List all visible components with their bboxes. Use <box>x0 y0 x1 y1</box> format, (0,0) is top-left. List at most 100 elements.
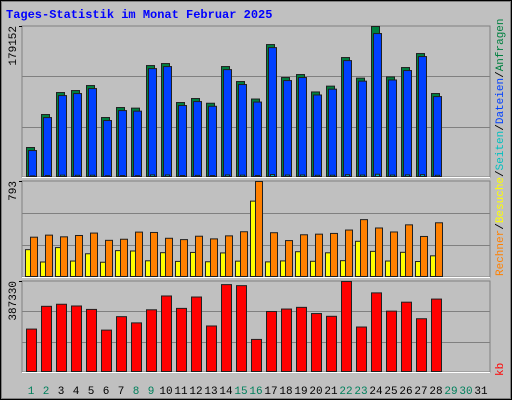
bar <box>341 281 352 372</box>
x-tick-label: 8 <box>133 386 140 398</box>
bar <box>176 307 187 373</box>
bar <box>345 174 350 178</box>
bar <box>105 239 113 278</box>
x-tick-label: 29 <box>444 386 457 398</box>
bar <box>268 47 277 177</box>
x-tick-label: 5 <box>88 386 95 398</box>
bar <box>86 308 97 372</box>
bar <box>281 308 292 373</box>
bar <box>300 234 308 278</box>
chart-title: Tages-Statistik im Monat Februar 2025 <box>6 8 272 22</box>
x-tick-label: 9 <box>148 386 155 398</box>
bar <box>270 232 278 277</box>
x-tick-label: 28 <box>429 386 442 398</box>
x-tick-label: 24 <box>369 386 383 398</box>
bar <box>330 174 335 177</box>
bar <box>405 174 410 177</box>
bar <box>431 298 442 372</box>
x-tick-label: 30 <box>459 386 472 398</box>
bar <box>221 284 232 372</box>
bar <box>165 174 170 177</box>
bar <box>146 309 157 372</box>
bar <box>326 315 337 373</box>
bar <box>101 329 112 373</box>
bar <box>420 235 428 277</box>
bar <box>150 174 155 177</box>
bar <box>311 313 322 372</box>
bar <box>133 110 142 177</box>
bar <box>240 174 245 178</box>
bar <box>251 338 262 372</box>
legend-entry: kb <box>495 363 507 376</box>
bar <box>300 174 305 177</box>
bar <box>345 229 353 278</box>
x-tick-label: 27 <box>414 386 427 398</box>
x-tick-label: 3 <box>58 386 65 398</box>
x-tick-label: 23 <box>354 386 367 398</box>
bar <box>360 174 365 178</box>
bar <box>180 174 185 178</box>
bar <box>150 231 158 278</box>
bar <box>41 305 52 372</box>
x-tick-label: 19 <box>294 386 307 398</box>
legend-entry: Besuche <box>495 177 507 223</box>
bar <box>116 316 127 372</box>
bar <box>120 238 128 277</box>
bar <box>178 105 187 177</box>
bar <box>358 80 367 177</box>
bar <box>390 231 398 278</box>
x-tick-label: 18 <box>279 386 292 398</box>
bar <box>236 285 247 373</box>
y-max-label: 387330 <box>8 281 20 321</box>
bar <box>135 231 143 277</box>
bar <box>356 326 367 372</box>
x-tick-label: 21 <box>324 386 338 398</box>
bar <box>163 66 172 177</box>
bar <box>420 174 425 178</box>
bar <box>253 101 262 177</box>
legend-entry: Rechner <box>495 230 507 276</box>
x-tick-label: 10 <box>159 386 172 398</box>
bar <box>43 117 52 177</box>
bar <box>161 295 172 372</box>
legend: Rechner/Besuche/Seiten/Dateien/Anfragen <box>495 18 507 276</box>
x-tick-label: 26 <box>399 386 412 398</box>
y-max-label: 793 <box>8 181 20 201</box>
bar <box>45 234 53 277</box>
bar <box>283 80 292 177</box>
legend-entry: Anfragen <box>495 18 507 71</box>
bar <box>165 237 173 277</box>
legend-entry: Seiten <box>495 131 507 171</box>
bar <box>390 174 395 178</box>
bar <box>193 101 202 177</box>
x-tick-label: 14 <box>219 386 233 398</box>
bar <box>180 239 188 277</box>
bar <box>90 174 95 177</box>
bar <box>416 318 427 373</box>
legend-separator: / <box>495 71 507 78</box>
bar <box>206 325 217 373</box>
bar <box>195 174 200 178</box>
bar <box>373 33 382 177</box>
bar <box>208 105 217 177</box>
x-tick-label: 22 <box>339 386 352 398</box>
legend-separator: / <box>495 223 507 230</box>
bar <box>45 174 50 178</box>
bar <box>266 310 277 373</box>
bar <box>103 120 112 177</box>
bar <box>405 224 413 277</box>
bar <box>240 231 248 277</box>
bar <box>75 234 83 277</box>
bar <box>315 174 320 177</box>
bar <box>120 175 125 177</box>
bar <box>435 174 440 177</box>
x-tick-label: 7 <box>118 386 125 398</box>
bar <box>225 235 233 277</box>
bar <box>60 236 68 277</box>
bar <box>403 70 412 177</box>
bar <box>28 150 37 177</box>
x-tick-label: 17 <box>264 386 277 398</box>
x-tick-label: 2 <box>43 386 50 398</box>
x-tick-label: 11 <box>174 386 188 398</box>
bar <box>148 68 157 177</box>
